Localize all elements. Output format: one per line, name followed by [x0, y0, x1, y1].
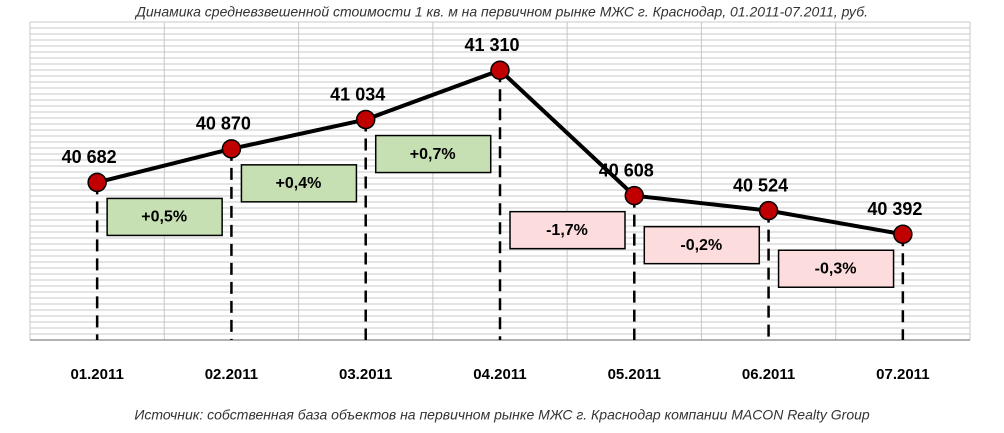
point — [893, 224, 913, 244]
point — [221, 139, 242, 159]
change-box — [777, 249, 895, 288]
value-label: 40 608 — [599, 160, 654, 180]
point — [87, 172, 107, 193]
x-tick-label: 03.2011 — [339, 366, 392, 383]
change-label: +0,4% — [276, 175, 322, 192]
change-box — [643, 225, 761, 265]
x-tick-label: 01.2011 — [70, 366, 123, 383]
x-tick-label: 04.2011 — [473, 366, 526, 383]
change-label: -0,2% — [680, 237, 722, 254]
point — [490, 60, 510, 80]
point — [355, 109, 376, 130]
chart-title: Динамика средневзвешенной стоимости 1 кв… — [134, 4, 868, 20]
x-tick-label: 07.2011 — [876, 366, 929, 383]
change-label: +0,5% — [141, 209, 187, 226]
change-label: -0,3% — [815, 260, 857, 277]
value-label: 40 682 — [62, 147, 117, 167]
change-box — [240, 164, 358, 203]
value-label: 41 310 — [464, 35, 519, 55]
change-box — [509, 210, 626, 250]
change-label: -1,7% — [546, 222, 588, 239]
chart-source: Источник: собственная база объектов на п… — [134, 407, 870, 423]
point — [624, 185, 645, 206]
value-label: 41 034 — [330, 84, 385, 104]
point — [758, 200, 779, 221]
value-label: 40 870 — [196, 114, 251, 134]
value-label: 40 392 — [867, 199, 922, 219]
x-tick-label: 02.2011 — [205, 366, 258, 383]
change-box — [106, 197, 223, 237]
value-label: 40 524 — [733, 175, 788, 195]
x-tick-label: 05.2011 — [608, 366, 661, 383]
change-box — [374, 134, 492, 174]
change-label: +0,7% — [410, 146, 456, 163]
x-tick-label: 06.2011 — [742, 366, 795, 383]
